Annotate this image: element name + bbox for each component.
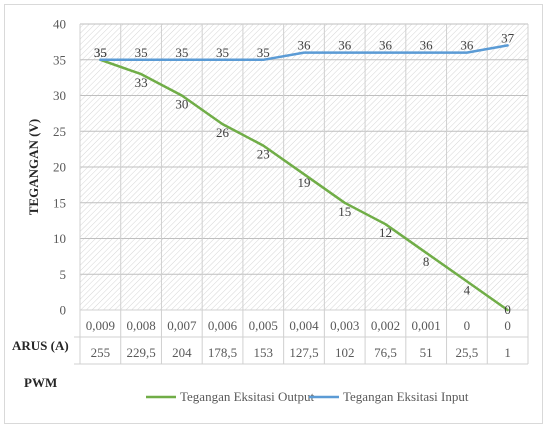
y-tick-label: 20 (53, 160, 66, 175)
data-label: 35 (175, 45, 188, 60)
data-label: 37 (501, 30, 515, 45)
data-label: 35 (135, 45, 148, 60)
x-category-label: 0 (464, 318, 471, 333)
x-row-label-arus: ARUS (A) (12, 338, 69, 353)
series-line-1 (99, 58, 509, 312)
x-category-label: 178,5 (208, 345, 237, 360)
data-label: 35 (94, 45, 107, 60)
data-label: 35 (94, 45, 107, 60)
x-category-label: 0,005 (249, 318, 278, 333)
legend-label-1: Tegangan Eksitasi Output (180, 389, 315, 404)
x-category-label: 51 (420, 345, 433, 360)
legend-label-2: Tegangan Eksitasi Input (343, 389, 469, 404)
y-axis-title: TEGANGAN (V) (26, 119, 41, 215)
x-category-label: 0,002 (371, 318, 400, 333)
data-label: 4 (464, 282, 471, 297)
x-category-label: 0,009 (86, 318, 115, 333)
x-category-label: 0,004 (289, 318, 319, 333)
x-category-label: 229,5 (126, 345, 155, 360)
y-tick-label: 5 (60, 267, 67, 282)
x-category-label: 1 (504, 345, 511, 360)
x-category-label: 0,007 (167, 318, 197, 333)
x-category-label: 76,5 (374, 345, 397, 360)
data-label: 19 (298, 175, 311, 190)
x-row-label-pwm: PWM (24, 375, 57, 390)
x-category-label: 0,003 (330, 318, 359, 333)
data-label: 36 (298, 38, 312, 53)
x-category-label: 102 (335, 345, 355, 360)
y-tick-label: 10 (53, 231, 66, 246)
x-category-label: 153 (254, 345, 274, 360)
series-line-2 (99, 44, 509, 62)
data-label: 35 (257, 45, 270, 60)
data-label: 12 (379, 225, 392, 240)
x-category-label: 0,006 (208, 318, 238, 333)
x-category-label: 255 (91, 345, 111, 360)
x-category-label: 204 (172, 345, 192, 360)
data-label: 15 (338, 204, 351, 219)
data-label: 36 (460, 38, 474, 53)
y-tick-label: 0 (60, 303, 67, 318)
y-tick-label: 40 (53, 17, 66, 32)
data-label: 36 (338, 38, 352, 53)
y-tick-label: 25 (53, 124, 66, 139)
data-label: 0 (504, 302, 511, 317)
data-label: 33 (135, 75, 148, 90)
data-label: 36 (420, 38, 434, 53)
x-category-label: 25,5 (456, 345, 479, 360)
y-tick-label: 35 (53, 52, 66, 67)
data-label: 23 (257, 147, 270, 162)
data-label: 30 (175, 97, 188, 112)
data-label: 8 (423, 254, 430, 269)
y-tick-label: 30 (53, 88, 66, 103)
data-label: 26 (216, 125, 230, 140)
x-category-label: 0,001 (412, 318, 441, 333)
x-category-label: 0 (504, 318, 511, 333)
y-tick-label: 15 (53, 195, 66, 210)
x-category-label: 0,008 (126, 318, 155, 333)
data-label: 36 (379, 38, 393, 53)
data-label: 35 (216, 45, 229, 60)
x-category-label: 127,5 (289, 345, 318, 360)
